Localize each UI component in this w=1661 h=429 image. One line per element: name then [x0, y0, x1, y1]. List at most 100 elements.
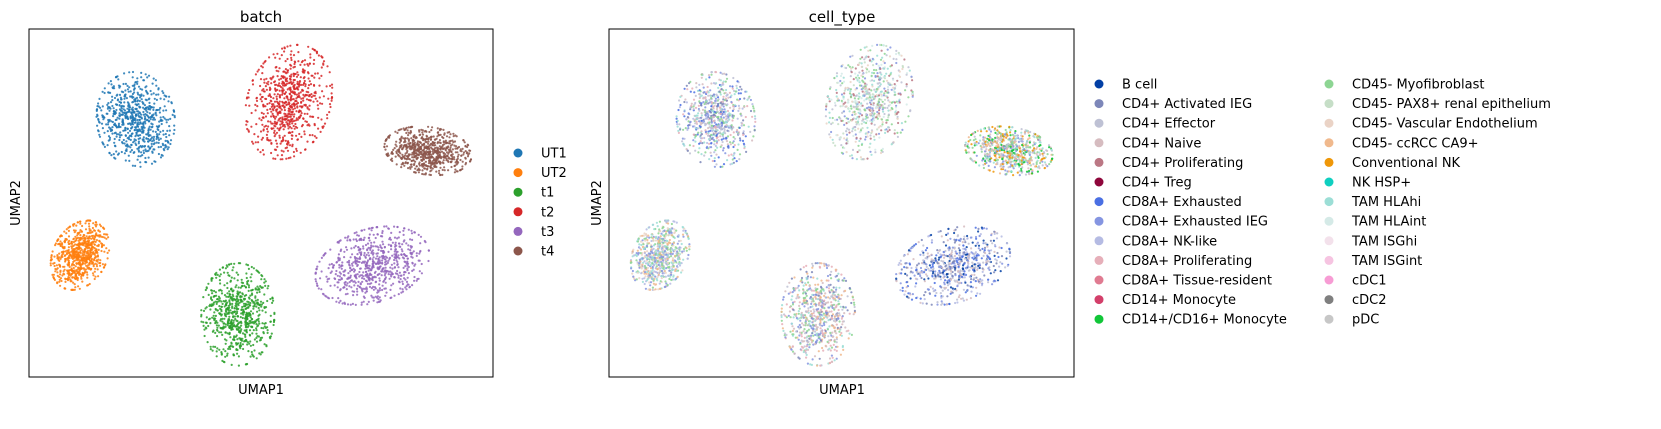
scatter-point — [700, 112, 703, 115]
scatter-point — [362, 245, 365, 248]
scatter-point — [262, 327, 265, 330]
scatter-point — [353, 280, 356, 283]
scatter-point — [236, 295, 239, 298]
scatter-point — [453, 140, 457, 143]
scatter-point — [442, 128, 445, 131]
scatter-point — [339, 289, 342, 292]
scatter-point — [266, 112, 269, 115]
scatter-point — [248, 322, 251, 325]
scatter-point — [84, 248, 87, 251]
scatter-point — [409, 141, 412, 145]
scatter-point — [698, 147, 701, 150]
scatter-point — [152, 135, 156, 138]
scatter-point — [343, 256, 346, 259]
scatter-point — [120, 107, 123, 110]
scatter-point — [93, 229, 96, 232]
scatter-point — [252, 343, 255, 347]
scatter-point — [423, 143, 426, 146]
scatter-point — [118, 117, 121, 120]
scatter-point — [122, 122, 125, 125]
scatter-point — [292, 102, 295, 105]
legend-label: t1 — [541, 186, 554, 201]
scatter-point — [271, 297, 274, 300]
scatter-point — [390, 244, 393, 247]
scatter-point — [102, 143, 105, 146]
scatter-point — [155, 98, 158, 101]
scatter-point — [125, 97, 128, 100]
scatter-point — [269, 320, 272, 323]
scatter-point — [725, 137, 728, 140]
scatter-point — [427, 142, 430, 145]
scatter-point — [292, 120, 295, 123]
scatter-point — [297, 73, 300, 76]
scatter-point — [370, 267, 374, 270]
scatter-point — [103, 250, 106, 253]
scatter-point — [127, 154, 130, 157]
scatter-point — [136, 122, 139, 126]
scatter-point — [274, 139, 278, 142]
scatter-point — [429, 166, 432, 170]
scatter-point — [261, 351, 264, 354]
scatter-point — [696, 114, 699, 117]
scatter-point — [103, 145, 106, 148]
scatter-point — [260, 326, 263, 330]
scatter-point — [706, 141, 709, 145]
scatter-point — [396, 269, 399, 273]
scatter-point — [218, 268, 221, 271]
scatter-point — [247, 267, 250, 270]
scatter-point — [440, 128, 443, 131]
scatter-point — [245, 321, 248, 325]
scatter-point — [427, 259, 430, 263]
scatter-point — [418, 161, 421, 164]
scatter-point — [376, 291, 379, 294]
scatter-point — [100, 270, 103, 274]
scatter-point — [439, 141, 442, 145]
scatter-point — [415, 157, 418, 160]
scatter-point — [70, 268, 73, 271]
scatter-point — [106, 144, 109, 147]
scatter-point — [145, 89, 148, 92]
scatter-point — [726, 103, 729, 106]
scatter-point — [344, 293, 347, 296]
scatter-point — [372, 260, 375, 263]
scatter-point — [688, 113, 691, 116]
scatter-point — [316, 104, 319, 107]
scatter-point — [220, 314, 223, 317]
scatter-point — [163, 149, 166, 152]
scatter-point — [133, 84, 136, 87]
scatter-point — [348, 264, 351, 267]
scatter-point — [695, 127, 698, 130]
scatter-point — [368, 282, 371, 285]
scatter-point — [731, 114, 734, 117]
scatter-point — [693, 118, 696, 122]
scatter-point — [138, 129, 141, 132]
scatter-point — [79, 222, 82, 225]
scatter-point — [401, 250, 404, 253]
scatter-point — [401, 162, 405, 165]
scatter-point — [135, 143, 138, 147]
scatter-point — [407, 157, 410, 160]
scatter-point — [257, 306, 260, 310]
scatter-point — [372, 299, 375, 302]
scatter-point — [278, 95, 281, 98]
scatter-point — [704, 97, 707, 100]
scatter-point — [146, 76, 149, 79]
scatter-point — [154, 79, 157, 82]
scatter-point — [154, 112, 157, 115]
scatter-point — [404, 162, 407, 165]
scatter-point — [86, 273, 89, 276]
scatter-point — [461, 160, 464, 163]
scatter-point — [345, 246, 348, 249]
scatter-point — [59, 257, 62, 260]
scatter-point — [415, 165, 418, 168]
scatter-point — [703, 136, 706, 140]
scatter-point — [126, 107, 129, 110]
scatter-point — [263, 278, 266, 281]
scatter-point — [251, 83, 255, 86]
scatter-point — [74, 235, 77, 238]
scatter-point — [214, 331, 217, 334]
scatter-point — [363, 228, 366, 231]
scatter-point — [276, 52, 279, 55]
scatter-point — [251, 288, 254, 291]
scatter-point — [430, 155, 433, 159]
